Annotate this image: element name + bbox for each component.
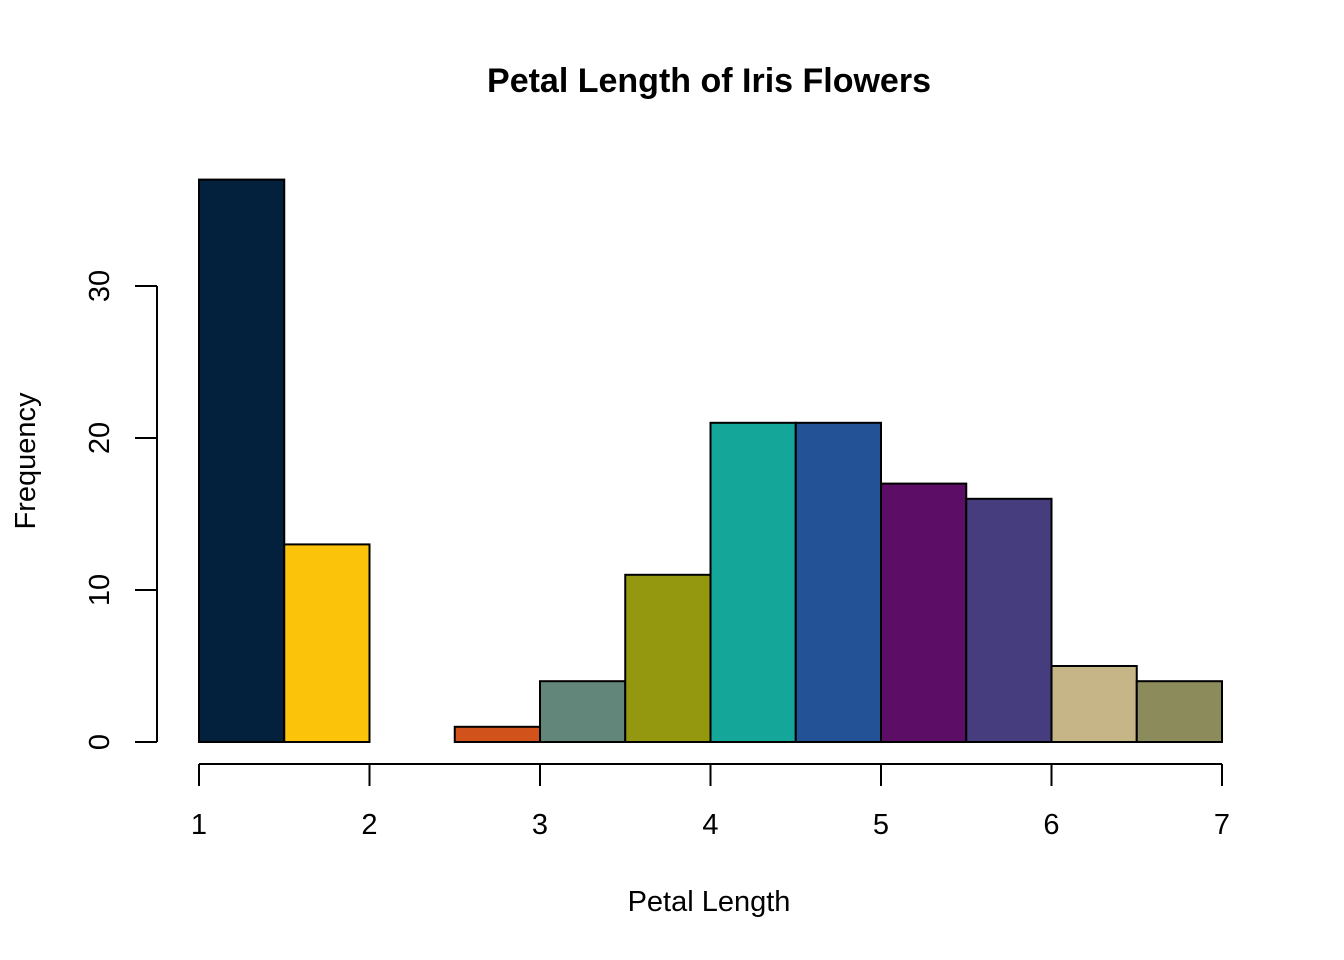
histogram-bar-11 <box>1050 665 1138 743</box>
histogram-bar-4 <box>453 725 541 743</box>
x-tick-label: 4 <box>702 809 718 841</box>
x-tick-label: 3 <box>532 809 548 841</box>
x-axis: 1 2 3 4 5 6 7 <box>191 763 1230 841</box>
x-axis-label: Petal Length <box>628 886 791 918</box>
histogram-bar-12 <box>1135 680 1223 744</box>
histogram-bar-2 <box>283 543 371 744</box>
histogram-bar-5 <box>539 680 627 744</box>
bars-layer <box>198 178 1223 744</box>
y-tick-label: 0 <box>84 734 116 750</box>
x-tick-label: 5 <box>873 809 889 841</box>
y-axis-label: Frequency <box>10 392 42 530</box>
histogram-bar-8 <box>794 421 882 743</box>
y-tick-label: 30 <box>84 270 116 302</box>
histogram-bar-7 <box>709 421 797 743</box>
histogram-bar-10 <box>965 497 1053 743</box>
x-tick-label: 2 <box>361 809 377 841</box>
histogram-bar-1 <box>198 178 286 744</box>
x-tick-label: 1 <box>191 809 207 841</box>
chart-title: Petal Length of Iris Flowers <box>487 62 931 100</box>
histogram-bar-9 <box>880 482 968 743</box>
y-tick-label: 20 <box>84 422 116 454</box>
y-axis: 0 10 20 30 <box>84 270 158 750</box>
histogram-bar-6 <box>624 573 712 743</box>
x-tick-label: 7 <box>1214 809 1230 841</box>
y-tick-label: 10 <box>84 574 116 606</box>
x-tick-label: 6 <box>1043 809 1059 841</box>
